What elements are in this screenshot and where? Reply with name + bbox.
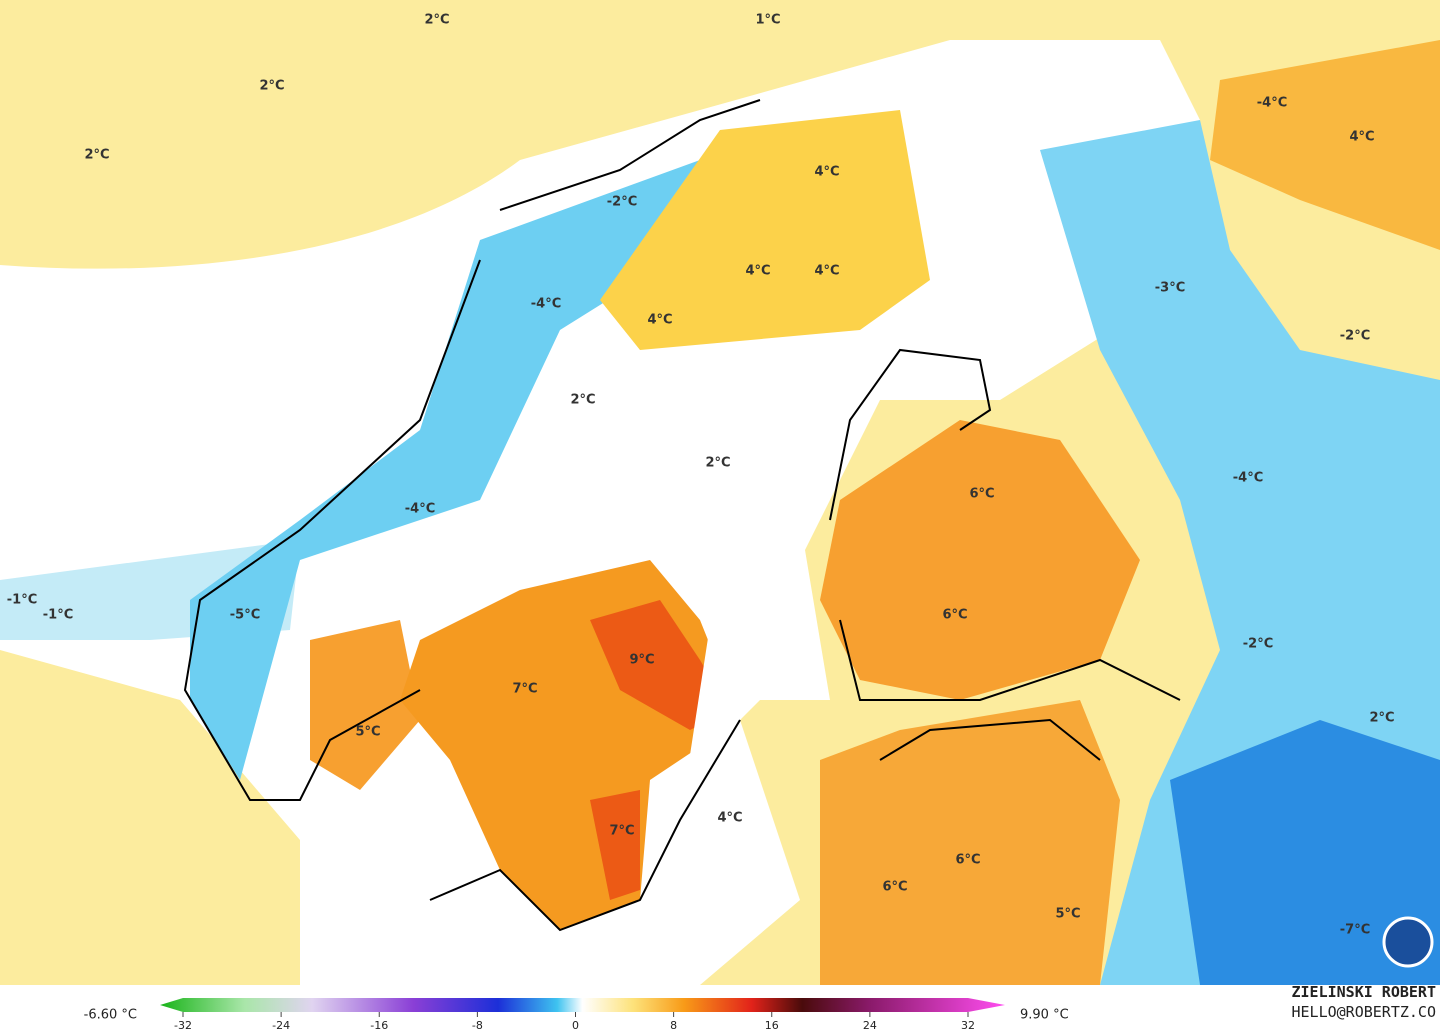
colorbar [160,998,1005,1012]
contour-label: -2°C [1243,637,1273,652]
author-email: HELLO@ROBERTZ.CO [1292,1003,1437,1021]
contour-label: 6°C [882,880,907,895]
colorbar-tick-label: 0 [572,1019,579,1032]
hot-area [590,600,730,730]
contour-label: -4°C [405,502,435,517]
author-name: ZIELINSKI ROBERT [1292,983,1437,1001]
warm-area [310,620,420,790]
contour-label: 9°C [629,653,654,668]
colorbar-tick-label: -24 [272,1019,290,1032]
warm-area [1210,40,1440,250]
contour-label: 2°C [1369,711,1394,726]
contour-label: 7°C [512,682,537,697]
contour-label: 2°C [705,456,730,471]
colorbar-min-label: -6.60 °C [84,1008,137,1023]
contour-label: 2°C [570,393,595,408]
contour-label: 2°C [259,79,284,94]
map: 2°C 1°C 2°C 2°C -4°C 4°C 4°C -2°C 4°C 4°C -4°C 4°C -… [0,0,1440,985]
hot-area [590,790,640,900]
cold-area [190,160,720,780]
contour-label: 5°C [355,725,380,740]
contour-label: -2°C [607,195,637,210]
contour-label: -3°C [1155,281,1185,296]
warm-area [820,700,1120,985]
contour-label: 6°C [955,853,980,868]
contour-label: 4°C [814,264,839,279]
contour-label: -1°C [7,593,37,608]
noaa-logo [1382,916,1434,968]
contour-label: -2°C [1340,329,1370,344]
colorbar-max-label: 9.90 °C [1020,1008,1069,1023]
contour-label: 7°C [609,824,634,839]
colorbar-tick-label: -8 [472,1019,483,1032]
contour-label: -7°C [1340,923,1370,938]
colorbar-tick-label: -16 [370,1019,388,1032]
contour-label: 1°C [755,13,780,28]
sea-area [680,520,830,950]
contour-label: 6°C [942,608,967,623]
contour-label: 4°C [647,313,672,328]
colorbar-tick-label: 8 [670,1019,677,1032]
contour-label: -5°C [230,608,260,623]
contour-label: 5°C [1055,907,1080,922]
colorbar-tick-label: 24 [863,1019,877,1032]
contour-labels: 2°C 1°C 2°C 2°C -4°C 4°C 4°C -2°C 4°C 4°C -4°C 4°C -… [7,13,1395,938]
contour-label: 4°C [745,264,770,279]
contour-label: 6°C [969,487,994,502]
colorbar-tick-label: 16 [765,1019,779,1032]
contour-label: 4°C [814,165,839,180]
contour-label: -1°C [43,608,73,623]
contour-label: -4°C [531,297,561,312]
contour-label: -4°C [1257,96,1287,111]
coastline [183,99,1181,932]
warm-area [600,110,930,350]
contour-label: 2°C [424,13,449,28]
colorbar-tick-label: -32 [174,1019,192,1032]
warm-area [820,420,1140,700]
colorbar-ticks: -32 -24 -16 -8 0 8 16 24 32 [174,1012,975,1032]
colorbar-tick-label: 32 [961,1019,975,1032]
very-cold-area [1170,720,1440,985]
contour-label: 4°C [1349,130,1374,145]
contour-label: -4°C [1233,471,1263,486]
contour-label: 4°C [717,811,742,826]
contour-label: 2°C [84,148,109,163]
